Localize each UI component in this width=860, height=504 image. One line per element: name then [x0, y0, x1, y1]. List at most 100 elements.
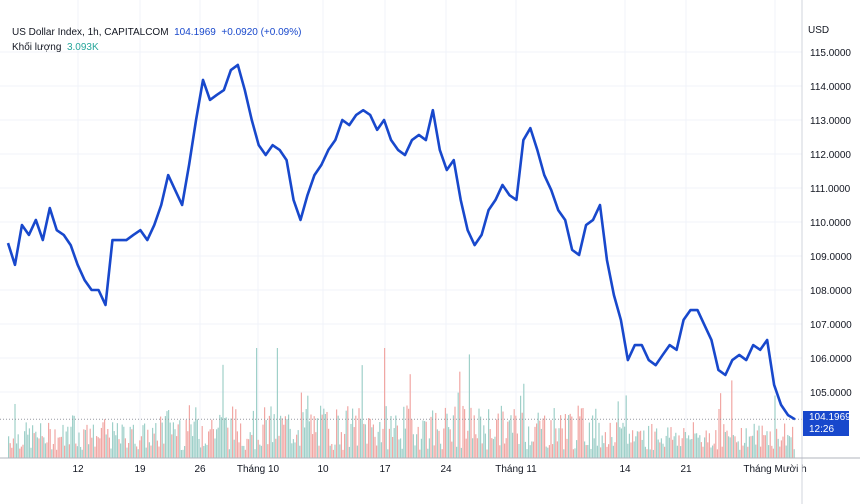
volume-bar: [624, 426, 626, 458]
volume-bar: [14, 403, 16, 458]
volume-bar: [414, 445, 416, 458]
volume-bar: [688, 435, 690, 458]
volume-bar: [388, 428, 390, 458]
volume-bar: [771, 445, 773, 458]
volume-bar: [140, 436, 142, 458]
volume-bar: [708, 433, 710, 458]
volume-bar: [297, 430, 299, 458]
volume-bar: [145, 447, 147, 458]
volume-bar: [201, 426, 203, 458]
y-tick-label: 106.0000: [810, 354, 852, 365]
volume-bar: [673, 436, 675, 458]
volume-bar: [137, 449, 139, 458]
volume-bar: [585, 445, 587, 458]
volume-bar: [758, 425, 760, 458]
volume-bar: [651, 423, 653, 458]
volume-bar: [566, 438, 568, 458]
volume-bar: [574, 448, 576, 458]
volume-label[interactable]: Khối lượng: [12, 42, 62, 53]
volume-value: 3.093K: [66, 42, 99, 53]
volume-bar: [302, 412, 304, 458]
volume-bar: [193, 421, 195, 458]
volume-bar: [48, 422, 50, 458]
volume-bar: [614, 442, 616, 458]
volume-bar: [561, 428, 563, 458]
volume-bar: [240, 423, 242, 458]
volume-bar: [560, 415, 562, 458]
legend: US Dollar Index, 1h, CAPITALCOM 104.1969…: [12, 25, 301, 55]
volume-bar: [382, 428, 384, 458]
volume-bar: [196, 419, 198, 458]
volume-bar: [427, 448, 429, 458]
volume-bar: [102, 422, 104, 458]
volume-bar: [329, 445, 331, 458]
volume-bar: [582, 407, 584, 458]
volume-bar: [41, 436, 43, 458]
volume-bar: [726, 430, 728, 458]
volume-bar: [70, 426, 72, 458]
volume-bar: [339, 444, 341, 458]
volume-bar: [419, 449, 421, 458]
volume-bar: [793, 449, 795, 458]
volume-bar: [657, 439, 659, 458]
volume-bar: [540, 428, 542, 458]
volume-bar: [713, 443, 715, 458]
volume-bar: [204, 443, 206, 458]
volume-bar: [300, 392, 302, 458]
volume-bar: [696, 433, 698, 458]
volume-bar: [168, 410, 170, 458]
volume-bar: [707, 442, 709, 458]
volume-bar: [227, 427, 229, 458]
volume-bar: [281, 418, 283, 458]
volume-bar: [252, 410, 254, 458]
y-tick-label: 111.0000: [810, 184, 851, 195]
volume-bar: [161, 422, 163, 458]
volume-bar: [552, 444, 554, 458]
volume-bar: [43, 437, 45, 458]
volume-bar: [465, 438, 467, 458]
volume-bar: [246, 438, 248, 458]
volume-bar: [763, 435, 765, 458]
volume-bar: [710, 447, 712, 458]
volume-bar: [318, 445, 320, 458]
volume-bar: [180, 449, 182, 458]
volume-bar: [380, 442, 382, 458]
volume-bar: [718, 408, 720, 458]
volume-bar: [638, 431, 640, 458]
volume-bar: [777, 438, 779, 458]
volume-bar: [291, 443, 293, 458]
volume-bar: [366, 443, 368, 458]
volume-bar: [603, 443, 605, 458]
x-tick-label: Tháng Mười h: [743, 464, 806, 475]
volume-bar: [33, 433, 35, 458]
volume-bar: [715, 430, 717, 458]
volume-bar: [768, 445, 770, 458]
volume-bar: [684, 431, 686, 458]
volume-bar: [504, 443, 506, 458]
volume-bar: [702, 446, 704, 458]
volume-bar: [233, 439, 235, 458]
symbol-title[interactable]: US Dollar Index, 1h, CAPITALCOM: [12, 27, 169, 38]
x-tick-label: 12: [72, 464, 84, 475]
y-tick-label: 112.0000: [810, 150, 851, 161]
volume-bar: [660, 438, 662, 458]
bar-countdown: 12:26: [809, 424, 835, 435]
volume-bar: [790, 437, 792, 458]
volume-bar: [232, 406, 234, 458]
volume-bar: [732, 435, 734, 458]
volume-bar: [136, 446, 138, 458]
x-tick-label: 10: [317, 464, 329, 475]
volume-bar: [270, 406, 272, 458]
volume-bar: [640, 430, 642, 458]
volume-bar: [648, 425, 650, 458]
volume-bar: [188, 405, 190, 458]
volume-bar: [385, 406, 387, 458]
volume-bar: [467, 430, 469, 458]
volume-bar: [409, 374, 411, 458]
price-change: +0.0920 (+0.09%): [221, 27, 302, 38]
volume-bar: [721, 446, 723, 458]
volume-bar: [347, 406, 349, 458]
volume-bar: [433, 445, 435, 458]
